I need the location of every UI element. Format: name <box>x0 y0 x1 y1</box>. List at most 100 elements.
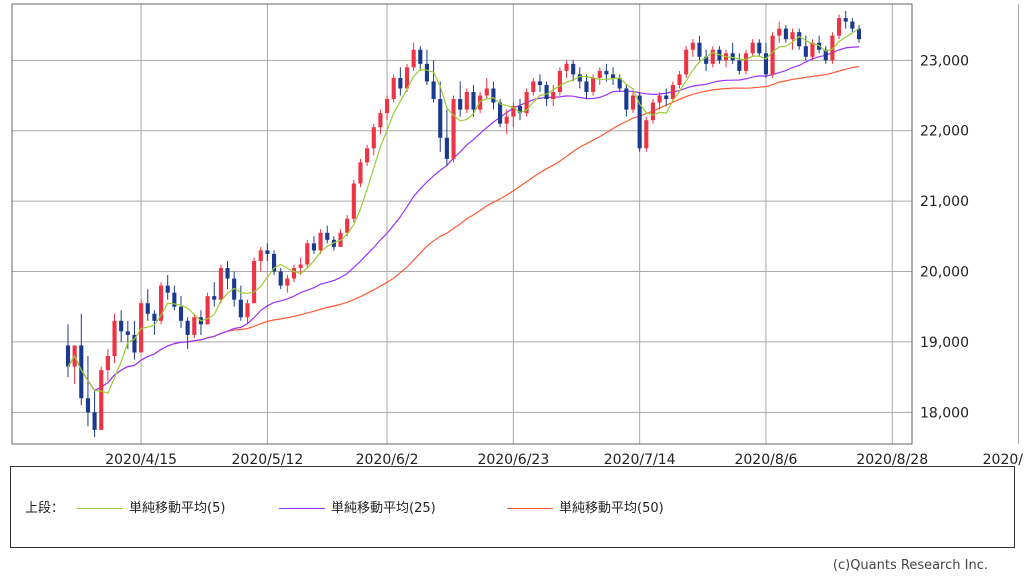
x-tick-label: 2020/6/2 <box>356 452 419 466</box>
y-tick-label: 20,000 <box>920 265 969 281</box>
candle <box>325 225 330 244</box>
candle-body <box>557 70 562 92</box>
candle <box>856 25 862 43</box>
candle <box>836 14 842 40</box>
candle <box>704 49 709 71</box>
candle-body <box>391 77 396 100</box>
candle <box>285 275 290 293</box>
candle <box>710 46 715 68</box>
candle-body <box>484 88 489 96</box>
candle-body <box>172 292 177 307</box>
candle-body <box>577 74 582 82</box>
candle-body <box>670 84 675 100</box>
candle-body <box>85 398 91 413</box>
candle-body <box>597 70 602 78</box>
candle <box>305 239 310 268</box>
candle <box>484 77 489 100</box>
legend-item-ma5: 単純移動平均(5) <box>77 497 225 516</box>
candle <box>85 356 91 427</box>
candle <box>152 310 157 335</box>
candle <box>92 391 97 437</box>
candle-body <box>165 285 170 293</box>
candle-body <box>524 92 529 114</box>
candle-body <box>757 42 762 54</box>
candle <box>551 84 556 107</box>
candle <box>624 84 629 117</box>
candle <box>225 260 230 290</box>
candle <box>271 250 277 276</box>
candle-body <box>650 102 656 121</box>
candle <box>810 39 815 61</box>
candle-body <box>431 81 436 100</box>
candle-body <box>424 63 430 82</box>
legend-item-ma25: 単純移動平均(25) <box>279 497 436 516</box>
candle <box>843 11 848 29</box>
candle <box>557 67 562 96</box>
candle <box>105 348 110 381</box>
candle <box>252 257 257 304</box>
candle <box>278 268 283 290</box>
candle <box>132 320 137 360</box>
candle-body <box>119 320 124 332</box>
legend-label-ma25: 単純移動平均(25) <box>331 501 436 516</box>
candle-body <box>152 313 157 321</box>
candle-body <box>145 303 150 314</box>
candle-body <box>451 99 456 159</box>
candle-body <box>471 92 476 110</box>
candle <box>404 63 410 92</box>
candle-body <box>770 35 775 75</box>
candle-body <box>238 299 243 318</box>
candle-body <box>458 99 463 110</box>
candle-body <box>265 250 270 254</box>
legend-prefix: 上段： <box>25 501 65 516</box>
candle <box>657 92 662 110</box>
plot-background <box>12 4 912 444</box>
candle-body <box>797 32 802 47</box>
candle-body <box>684 49 689 75</box>
candle <box>650 99 656 124</box>
candle-body <box>511 106 516 117</box>
candle-body <box>411 49 416 68</box>
candle-body <box>644 120 649 149</box>
candle <box>604 63 609 82</box>
candle-body <box>351 183 356 219</box>
candle <box>351 180 356 223</box>
candle <box>318 229 323 254</box>
candle <box>644 116 649 152</box>
candle <box>577 67 582 89</box>
y-tick-label: 22,000 <box>920 124 969 140</box>
candle-body <box>584 81 589 92</box>
candle-body <box>378 113 383 128</box>
candle <box>358 158 363 188</box>
candle-body <box>690 42 695 50</box>
candle <box>777 21 782 43</box>
candle-body <box>245 303 250 318</box>
candle-body <box>836 18 842 36</box>
candle-body <box>311 243 317 251</box>
candle <box>218 264 223 304</box>
candle-body <box>664 95 669 100</box>
candle-body <box>371 127 376 149</box>
candle-body <box>92 412 97 430</box>
candle <box>99 366 104 430</box>
candle <box>365 144 370 166</box>
candle <box>783 25 788 43</box>
candle-body <box>491 88 496 103</box>
candle-body <box>365 148 370 163</box>
candle-body <box>843 18 848 22</box>
candle-body <box>810 42 815 57</box>
candle <box>803 35 808 61</box>
candle-body <box>610 74 616 78</box>
candle <box>245 299 250 325</box>
candle-body <box>278 271 283 286</box>
candle <box>684 46 689 78</box>
legend-swatch-ma25 <box>279 508 325 509</box>
candle <box>451 95 456 163</box>
candle <box>564 60 569 78</box>
y-tick-label: 21,000 <box>920 194 969 210</box>
candle <box>517 99 523 121</box>
candle <box>291 264 297 283</box>
candle <box>298 257 303 276</box>
candle <box>391 74 396 103</box>
candle <box>65 324 71 378</box>
